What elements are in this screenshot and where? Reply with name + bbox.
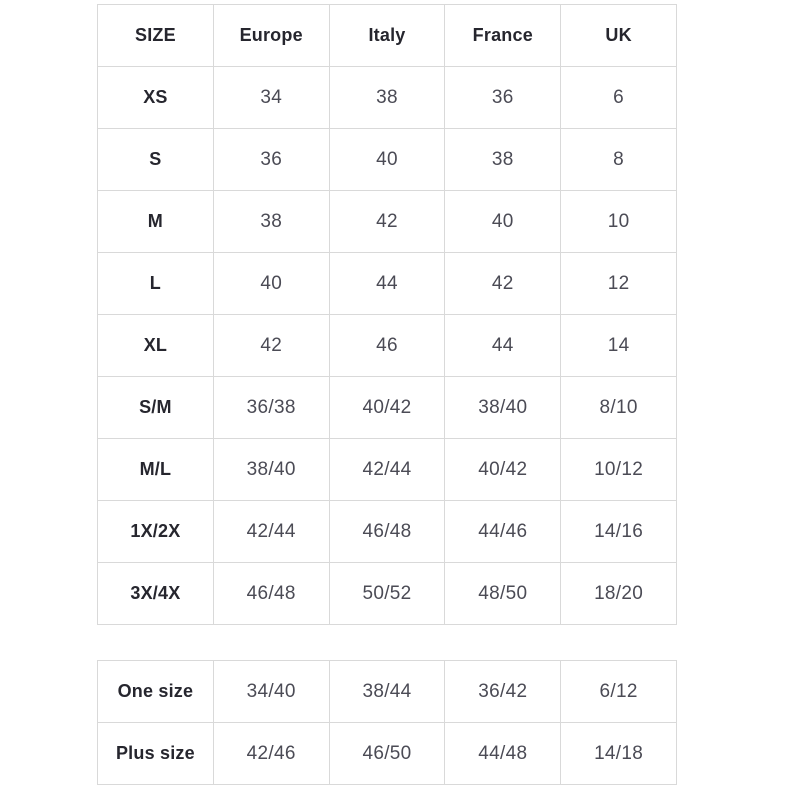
size-value-cell: 12 — [560, 252, 677, 315]
size-value-cell: 6/12 — [560, 660, 677, 723]
size-label-m-l: M/L — [97, 438, 214, 501]
size-label-xl: XL — [97, 314, 214, 377]
size-value-cell: 8/10 — [560, 376, 677, 439]
table-row: Plus size 42/46 46/50 44/48 14/18 — [97, 722, 677, 785]
size-value-cell: 10/12 — [560, 438, 677, 501]
size-value-cell: 38/40 — [444, 376, 562, 439]
size-value-cell: 42/44 — [212, 500, 330, 563]
size-value-cell: 44 — [328, 252, 446, 315]
size-value-cell: 36 — [444, 66, 562, 129]
size-label-xs: XS — [97, 66, 214, 129]
size-value-cell: 42 — [212, 314, 330, 377]
table-header-row: SIZE Europe Italy France UK — [97, 4, 677, 67]
size-value-cell: 34 — [212, 66, 330, 129]
size-label-plus-size: Plus size — [97, 722, 214, 785]
table-row: L 40 44 42 12 — [97, 252, 677, 315]
size-value-cell: 14/18 — [560, 722, 677, 785]
size-value-cell: 14 — [560, 314, 677, 377]
size-value-cell: 18/20 — [560, 562, 677, 625]
size-value-cell: 38 — [444, 128, 562, 191]
table-row: S/M 36/38 40/42 38/40 8/10 — [97, 376, 677, 439]
table-row: S 36 40 38 8 — [97, 128, 677, 191]
size-label-l: L — [97, 252, 214, 315]
size-value-cell: 36/38 — [212, 376, 330, 439]
table-row: 3X/4X 46/48 50/52 48/50 18/20 — [97, 562, 677, 625]
size-value-cell: 14/16 — [560, 500, 677, 563]
size-value-cell: 40/42 — [444, 438, 562, 501]
size-conversion-table: SIZE Europe Italy France UK XS 34 38 36 6 S 36 40 38 8… — [97, 4, 677, 625]
size-value-cell: 40 — [444, 190, 562, 253]
size-value-cell: 8 — [560, 128, 677, 191]
size-value-cell: 42 — [328, 190, 446, 253]
size-value-cell: 46/48 — [328, 500, 446, 563]
size-value-cell: 44/48 — [444, 722, 562, 785]
column-header-france: France — [444, 4, 562, 67]
size-value-cell: 46/48 — [212, 562, 330, 625]
size-value-cell: 42/46 — [212, 722, 330, 785]
size-value-cell: 46/50 — [328, 722, 446, 785]
size-label-s: S — [97, 128, 214, 191]
table-row: M 38 42 40 10 — [97, 190, 677, 253]
size-value-cell: 38 — [212, 190, 330, 253]
size-value-cell: 42 — [444, 252, 562, 315]
column-header-italy: Italy — [328, 4, 446, 67]
size-value-cell: 38/40 — [212, 438, 330, 501]
size-value-cell: 48/50 — [444, 562, 562, 625]
special-sizes-table: One size 34/40 38/44 36/42 6/12 Plus size 42/4… — [97, 660, 677, 785]
column-header-size: SIZE — [97, 4, 214, 67]
size-value-cell: 10 — [560, 190, 677, 253]
size-label-3x-4x: 3X/4X — [97, 562, 214, 625]
size-value-cell: 36/42 — [444, 660, 562, 723]
size-value-cell: 34/40 — [212, 660, 330, 723]
size-value-cell: 40/42 — [328, 376, 446, 439]
table-row: 1X/2X 42/44 46/48 44/46 14/16 — [97, 500, 677, 563]
column-header-europe: Europe — [212, 4, 330, 67]
size-value-cell: 6 — [560, 66, 677, 129]
table-row: M/L 38/40 42/44 40/42 10/12 — [97, 438, 677, 501]
size-value-cell: 36 — [212, 128, 330, 191]
table-row: XL 42 46 44 14 — [97, 314, 677, 377]
size-value-cell: 44 — [444, 314, 562, 377]
size-label-m: M — [97, 190, 214, 253]
column-header-uk: UK — [560, 4, 677, 67]
size-value-cell: 50/52 — [328, 562, 446, 625]
size-value-cell: 46 — [328, 314, 446, 377]
size-value-cell: 44/46 — [444, 500, 562, 563]
size-value-cell: 42/44 — [328, 438, 446, 501]
size-value-cell: 40 — [328, 128, 446, 191]
size-label-1x-2x: 1X/2X — [97, 500, 214, 563]
size-label-one-size: One size — [97, 660, 214, 723]
size-label-s-m: S/M — [97, 376, 214, 439]
size-value-cell: 38 — [328, 66, 446, 129]
size-value-cell: 38/44 — [328, 660, 446, 723]
table-row: XS 34 38 36 6 — [97, 66, 677, 129]
table-row: One size 34/40 38/44 36/42 6/12 — [97, 660, 677, 723]
size-value-cell: 40 — [212, 252, 330, 315]
